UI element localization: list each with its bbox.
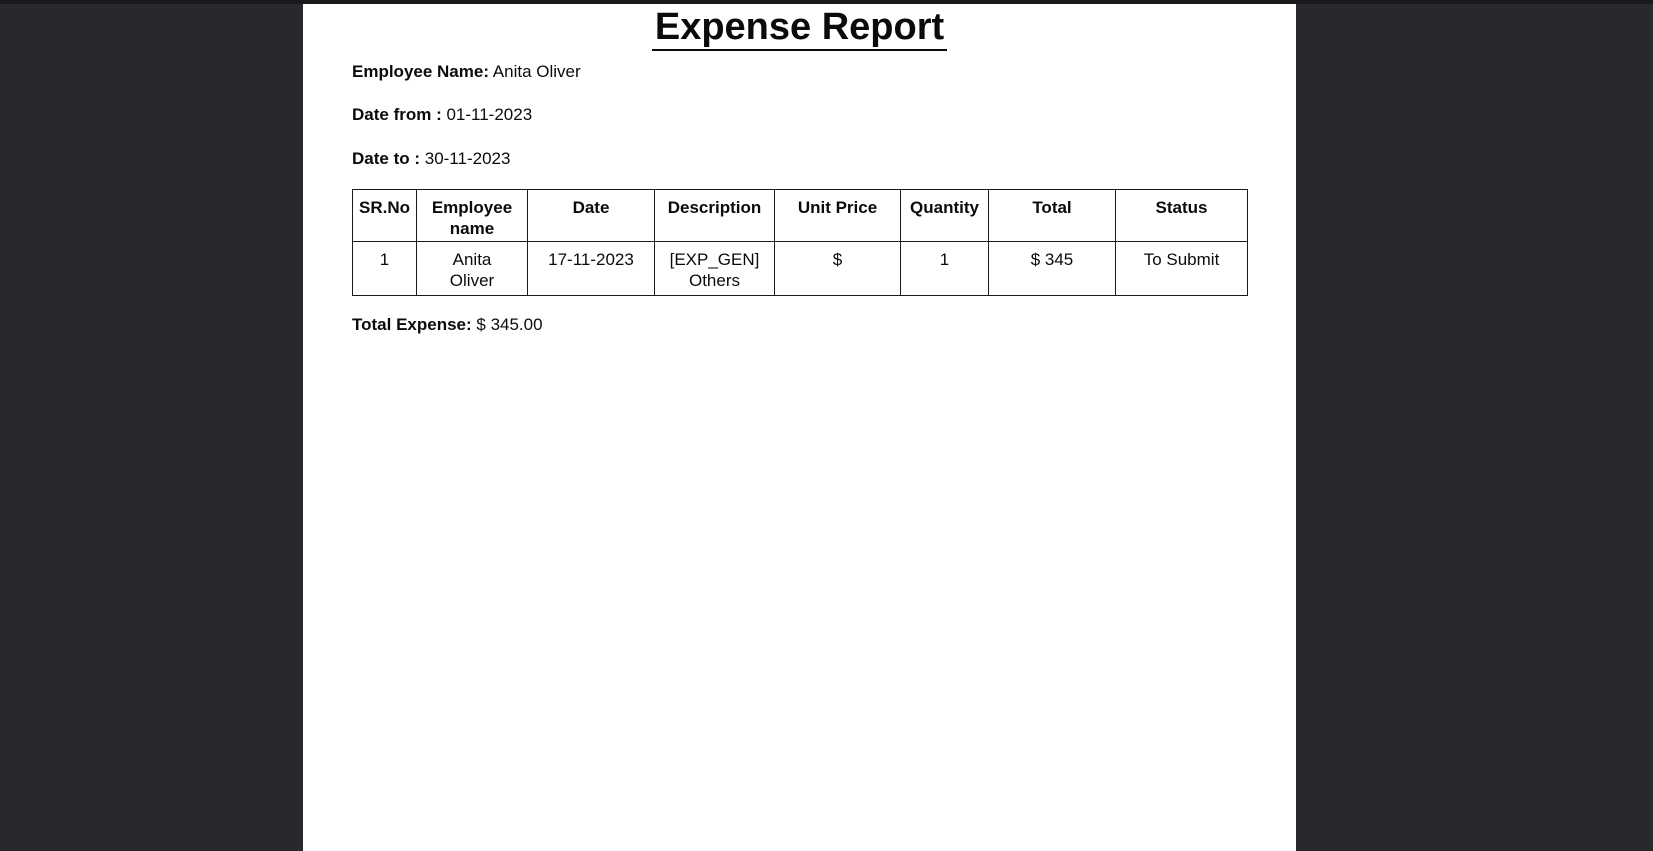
page-title: Expense Report	[651, 6, 948, 51]
expense-table: SR.No Employee name Date Description Uni…	[352, 189, 1248, 296]
employee-name-label: Employee Name:	[352, 62, 489, 81]
table-header-row: SR.No Employee name Date Description Uni…	[352, 189, 1248, 242]
header-status: Status	[1115, 189, 1248, 242]
cell-description: [EXP_GEN] Others	[654, 241, 775, 296]
cell-quantity: 1	[900, 241, 989, 296]
header-quantity: Quantity	[900, 189, 989, 242]
employee-name-line: Employee Name: Anita Oliver	[352, 61, 581, 82]
header-description: Description	[654, 189, 775, 242]
date-from-label: Date from :	[352, 105, 442, 124]
date-from-value: 01-11-2023	[446, 105, 533, 124]
total-expense-value: $ 345.00	[476, 315, 543, 334]
header-employee-name: Employee name	[416, 189, 528, 242]
document-page: Expense Report Employee Name: Anita Oliv…	[303, 4, 1296, 851]
viewer-top-edge	[0, 0, 1653, 4]
cell-date: 17-11-2023	[527, 241, 655, 296]
cell-employee-name: Anita Oliver	[416, 241, 528, 296]
cell-status: To Submit	[1115, 241, 1248, 296]
header-srno: SR.No	[352, 189, 417, 242]
total-expense-label: Total Expense:	[352, 315, 472, 334]
employee-name-value: Anita Oliver	[492, 62, 581, 81]
date-to-value: 30-11-2023	[424, 149, 511, 168]
header-unit-price: Unit Price	[774, 189, 901, 242]
cell-total: $ 345	[988, 241, 1116, 296]
header-total: Total	[988, 189, 1116, 242]
cell-unit-price: $	[774, 241, 901, 296]
date-to-label: Date to :	[352, 149, 420, 168]
table-row: 1 Anita Oliver 17-11-2023 [EXP_GEN] Othe…	[352, 241, 1248, 296]
cell-srno: 1	[352, 241, 417, 296]
header-date: Date	[527, 189, 655, 242]
title-container: Expense Report	[303, 6, 1296, 51]
date-to-line: Date to : 30-11-2023	[352, 148, 510, 169]
date-from-line: Date from : 01-11-2023	[352, 104, 532, 125]
total-expense-line: Total Expense: $ 345.00	[352, 314, 543, 335]
